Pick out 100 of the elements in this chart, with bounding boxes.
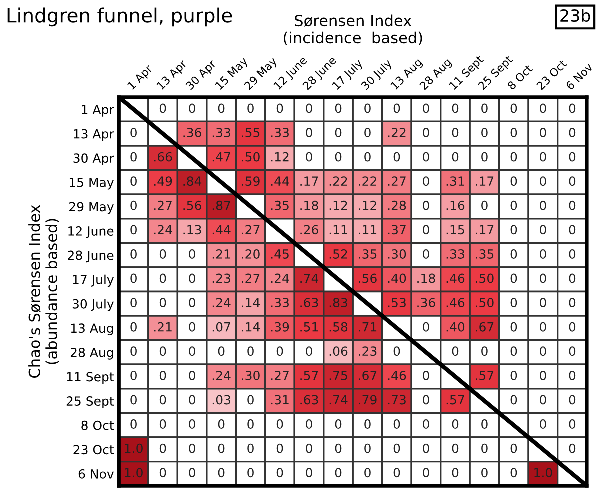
data-label: .51	[300, 322, 318, 332]
data-label: 0	[510, 249, 518, 259]
data-label: 0	[452, 152, 459, 162]
chart-title: Lindgren funnel, purple	[8, 8, 232, 27]
y-tick-label: 13 Aug	[71, 324, 114, 336]
data-label: 0	[452, 104, 459, 114]
y-tick-label: 13 Apr	[74, 129, 114, 142]
data-label: .50	[476, 298, 494, 308]
data-label: 0	[394, 152, 400, 162]
data-label: 0	[189, 322, 196, 332]
data-label: 0	[276, 104, 284, 114]
data-label: .67	[476, 322, 494, 332]
data-label: 0	[569, 274, 576, 284]
data-label: .53	[388, 298, 406, 308]
data-label: 0	[130, 249, 137, 259]
data-label: .40	[388, 274, 406, 284]
data-label: 0	[306, 346, 312, 356]
data-label: 0	[160, 370, 166, 380]
y-tick-label: 30 July	[72, 299, 114, 312]
data-label: 0	[306, 128, 312, 138]
data-label: 0	[306, 444, 312, 454]
data-label: 0	[510, 468, 518, 478]
data-label: .31	[446, 176, 464, 186]
data-label: .40	[446, 322, 465, 332]
data-label: 0	[569, 298, 576, 308]
y-axis-title: Chao's Sørensen Index (abundance based)	[28, 205, 60, 378]
data-label: .35	[476, 249, 494, 259]
data-label: .37	[388, 225, 406, 235]
data-label: 0	[540, 346, 546, 356]
data-label: 0	[569, 420, 576, 429]
data-label: 0	[218, 420, 225, 429]
data-label: .44	[212, 225, 231, 234]
data-label: 0	[160, 468, 166, 478]
data-label: 0	[510, 370, 518, 380]
data-label: 0	[510, 298, 518, 308]
data-label: 0	[569, 128, 576, 138]
data-label: 0	[218, 468, 225, 478]
data-label: .12	[330, 200, 348, 210]
data-label: 0	[569, 176, 576, 186]
data-label: 0	[423, 420, 430, 429]
data-label: 0	[218, 104, 225, 114]
data-label: .79	[359, 395, 377, 405]
data-label: 0	[218, 346, 225, 356]
data-label: 0	[452, 420, 459, 429]
data-label: 0	[540, 104, 546, 114]
data-label: 0	[452, 128, 459, 138]
data-label: .46	[446, 274, 465, 284]
data-label: .58	[330, 322, 348, 332]
data-label: .12	[271, 152, 289, 162]
data-label: .47	[212, 152, 230, 162]
data-label: 0	[510, 395, 518, 405]
data-label: .63	[300, 298, 318, 308]
data-label: .46	[446, 298, 465, 308]
data-label: .03	[212, 395, 230, 405]
data-label: 0	[160, 420, 166, 429]
data-label: .17	[476, 225, 494, 234]
data-label: .84	[184, 176, 202, 186]
data-label: 0	[306, 104, 312, 114]
data-label: 0	[482, 104, 488, 114]
data-label: 0	[394, 468, 400, 478]
data-label: .36	[184, 128, 202, 138]
data-label: .33	[212, 128, 230, 138]
data-label: .49	[154, 176, 172, 186]
data-label: .67	[359, 370, 377, 380]
data-label: 0	[160, 444, 166, 454]
data-label: .44	[271, 176, 290, 186]
data-label: 1.0	[125, 444, 143, 454]
data-label: 0	[335, 128, 342, 138]
data-label: 0	[569, 200, 576, 210]
data-label: .33	[271, 298, 289, 308]
data-label: 0	[364, 152, 371, 162]
y-tick-label: 23 Oct	[74, 445, 114, 455]
data-label: 0	[160, 274, 166, 284]
data-label: 0	[482, 444, 488, 454]
data-label: 0	[189, 444, 196, 454]
data-label: 0	[335, 468, 342, 478]
data-label: .17	[300, 176, 318, 186]
data-label: 0	[189, 395, 196, 405]
data-label: 0	[423, 468, 430, 478]
data-label: 0	[423, 176, 430, 186]
data-label: .39	[271, 322, 290, 332]
data-label: 0	[423, 128, 430, 138]
data-label: .59	[242, 176, 260, 186]
data-label: 0	[452, 444, 459, 454]
data-label: 0	[276, 346, 284, 356]
data-label: 0	[130, 225, 137, 235]
data-label: 0	[569, 152, 576, 162]
data-label: .50	[476, 274, 494, 284]
data-label: 0	[335, 420, 342, 429]
data-label: 0	[423, 249, 430, 259]
data-label: 0	[276, 444, 284, 454]
data-label: 0	[394, 104, 400, 114]
data-label: .27	[242, 274, 260, 284]
data-label: .24	[212, 370, 231, 380]
data-label: 0	[189, 346, 196, 356]
data-label: 0	[189, 468, 196, 478]
data-label: 0	[248, 420, 254, 429]
data-label: 0	[160, 395, 166, 405]
x-axis-title: Sørensen Index (incidence based)	[284, 14, 422, 46]
data-label: 0	[394, 444, 400, 454]
